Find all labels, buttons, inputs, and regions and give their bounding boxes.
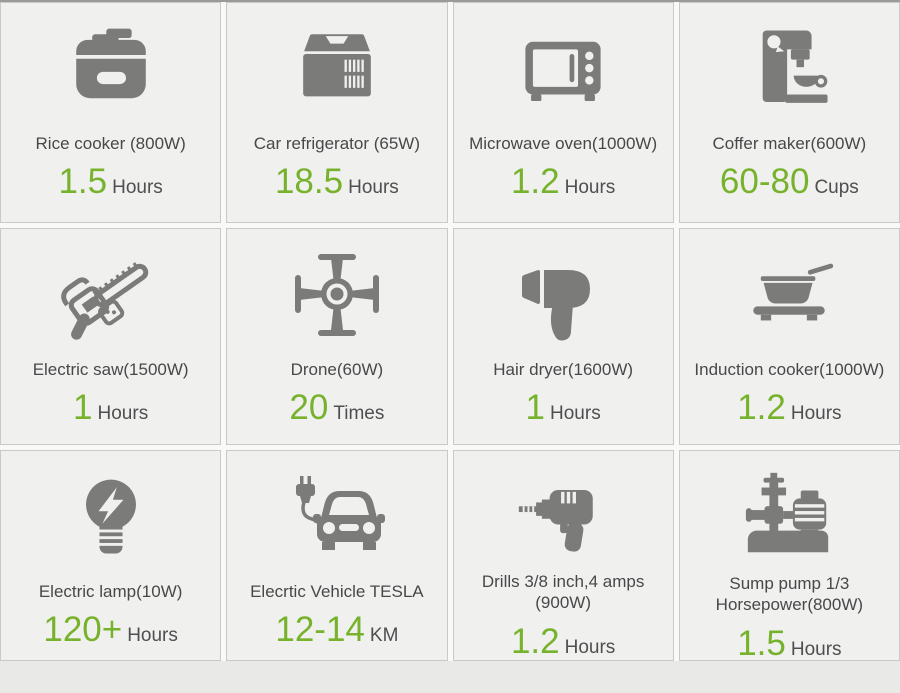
appliance-label: Coffer maker(600W) bbox=[712, 134, 867, 153]
runtime-unit: Hours bbox=[790, 403, 842, 425]
appliance-card-hair-dryer: Hair dryer(1600W) 1 Hours bbox=[452, 228, 674, 445]
runtime-value-line: 12-14 KM bbox=[275, 610, 398, 650]
runtime-value-line: 60-80 Cups bbox=[720, 162, 859, 202]
appliance-label: Sump pump 1/3 Horsepower(800W) bbox=[715, 574, 864, 615]
runtime-unit: Hours bbox=[550, 403, 601, 425]
runtime-value-line: 1.5 Hours bbox=[58, 162, 162, 202]
appliance-card-drone: Drone(60W) 20 Times bbox=[226, 228, 448, 445]
appliance-card-microwave-oven: Microwave oven(1000W) 1.2 Hours bbox=[452, 2, 674, 223]
appliance-label: Electric lamp(10W) bbox=[38, 582, 183, 601]
runtime-value-line: 1.2 Hours bbox=[511, 622, 615, 662]
runtime-unit: Times bbox=[333, 403, 385, 425]
coffee-maker-icon bbox=[735, 17, 843, 123]
sump-pump-icon bbox=[733, 465, 845, 563]
runtime-value-line: 1.2 Hours bbox=[511, 162, 615, 202]
car-refrigerator-icon bbox=[283, 17, 391, 123]
drill-icon bbox=[507, 465, 619, 561]
runtime-unit: Hours bbox=[348, 177, 399, 199]
runtime-number: 12-14 bbox=[275, 610, 365, 650]
runtime-number: 1.5 bbox=[58, 162, 108, 202]
appliance-label: Hair dryer(1600W) bbox=[493, 360, 634, 379]
runtime-value-line: 1 Hours bbox=[526, 388, 601, 428]
runtime-unit: Hours bbox=[564, 177, 616, 199]
runtime-unit: Hours bbox=[112, 177, 163, 199]
appliance-label: Rice cooker (800W) bbox=[35, 134, 186, 153]
runtime-value-line: 1.5 Hours bbox=[737, 624, 841, 664]
appliance-card-rice-cooker: Rice cooker (800W) 1.5 Hours bbox=[0, 2, 222, 223]
runtime-number: 1.5 bbox=[737, 623, 786, 663]
runtime-unit: Cups bbox=[814, 177, 859, 199]
induction-cooker-icon bbox=[733, 243, 845, 349]
runtime-unit: KM bbox=[369, 625, 399, 647]
runtime-value-line: 1 Hours bbox=[73, 388, 148, 428]
drone-icon bbox=[283, 243, 391, 349]
electric-saw-icon bbox=[52, 243, 170, 349]
runtime-value-line: 1.2 Hours bbox=[737, 388, 841, 428]
runtime-number: 60-80 bbox=[719, 162, 810, 202]
rice-cooker-icon bbox=[57, 17, 165, 123]
electric-vehicle-icon bbox=[279, 465, 395, 571]
runtime-number: 1.2 bbox=[510, 621, 560, 661]
microwave-oven-icon bbox=[509, 17, 617, 123]
runtime-value-line: 120+ Hours bbox=[43, 610, 178, 650]
electric-lamp-icon bbox=[61, 465, 161, 571]
appliance-card-car-refrigerator: Car refrigerator (65W) 18.5 Hours bbox=[226, 2, 448, 223]
appliance-card-electric-saw: Electric saw(1500W) 1 Hours bbox=[0, 228, 222, 445]
appliance-card-induction-cooker: Induction cooker(1000W) 1.2 Hours bbox=[678, 228, 900, 445]
runtime-number: 1 bbox=[73, 388, 93, 428]
appliance-card-drill: Drills 3/8 inch,4 amps (900W) 1.2 Hours bbox=[452, 450, 674, 662]
appliance-card-sump-pump: Sump pump 1/3 Horsepower(800W) 1.5 Hours bbox=[678, 450, 900, 664]
appliance-card-coffee-maker: Coffer maker(600W) 60-80 Cups bbox=[678, 2, 900, 223]
runtime-number: 120+ bbox=[43, 610, 123, 650]
appliance-label: Drone(60W) bbox=[290, 360, 384, 379]
runtime-number: 20 bbox=[289, 388, 329, 428]
appliance-label: Induction cooker(1000W) bbox=[694, 360, 885, 379]
appliance-card-electric-lamp: Electric lamp(10W) 120+ Hours bbox=[0, 450, 222, 661]
appliance-label: Car refrigerator (65W) bbox=[253, 134, 420, 153]
runtime-number: 1.2 bbox=[510, 162, 560, 202]
runtime-value-line: 18.5 Hours bbox=[275, 162, 399, 202]
runtime-unit: Hours bbox=[127, 625, 178, 647]
runtime-number: 1.2 bbox=[737, 388, 786, 428]
appliance-label: Drills 3/8 inch,4 amps (900W) bbox=[481, 572, 645, 613]
appliance-label: Elecrtic Vehicle TESLA bbox=[250, 582, 424, 601]
runtime-value-line: 20 Times bbox=[289, 388, 384, 428]
appliance-label: Microwave oven(1000W) bbox=[469, 134, 658, 153]
appliance-label: Electric saw(1500W) bbox=[32, 360, 189, 379]
runtime-unit: Hours bbox=[564, 636, 616, 658]
runtime-number: 1 bbox=[525, 388, 546, 428]
runtime-number: 18.5 bbox=[274, 162, 344, 202]
appliance-card-electric-vehicle: Elecrtic Vehicle TESLA 12-14 KM bbox=[226, 450, 448, 661]
runtime-unit: Hours bbox=[97, 403, 149, 425]
hair-dryer-icon bbox=[509, 243, 617, 349]
runtime-unit: Hours bbox=[790, 638, 842, 660]
appliance-runtime-grid: Rice cooker (800W) 1.5 Hours Car refriger… bbox=[0, 0, 900, 664]
